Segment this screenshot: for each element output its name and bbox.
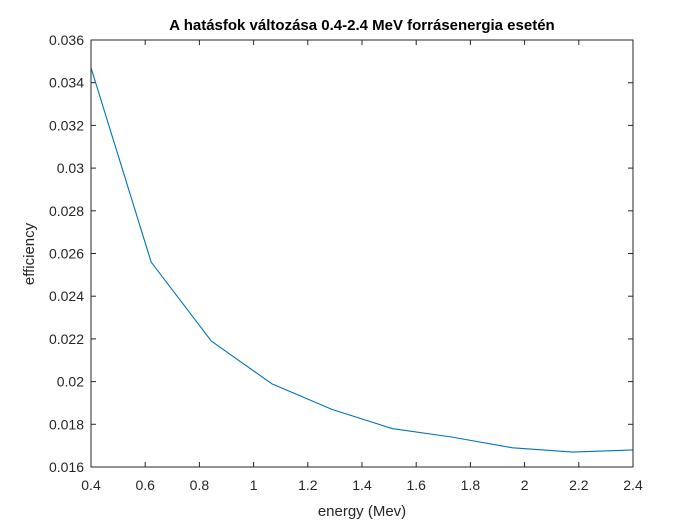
x-tick-label: 0.8 xyxy=(190,477,210,493)
y-tick-label: 0.028 xyxy=(49,203,84,219)
y-tick-labels: 0.016 0.018 0.02 0.022 0.024 0.026 0.028 0.03 0.… xyxy=(49,32,84,475)
y-tick-label: 0.024 xyxy=(49,288,84,304)
y-tick-label: 0.03 xyxy=(57,160,84,176)
x-tick-labels: 0.4 0.6 0.8 1 1.2 1.4 1.6 1.8 2 2.2 2.4 xyxy=(81,477,643,493)
x-tick-label: 0.6 xyxy=(135,477,155,493)
x-tick-label: 1.8 xyxy=(461,477,481,493)
x-tick-label: 1 xyxy=(250,477,258,493)
plot-area xyxy=(91,40,633,467)
y-tick-label: 0.032 xyxy=(49,117,84,133)
y-tick-label: 0.016 xyxy=(49,459,84,475)
series-layer xyxy=(90,67,634,453)
x-tick-label: 2 xyxy=(521,477,529,493)
y-axis-label: efficiency xyxy=(21,222,38,285)
y-tick-label: 0.02 xyxy=(57,374,84,390)
x-axis-label: energy (Mev) xyxy=(318,503,406,520)
series-line xyxy=(90,67,634,453)
x-tick-label: 1.2 xyxy=(298,477,318,493)
x-tick-label: 2.2 xyxy=(569,477,589,493)
y-tick-label: 0.018 xyxy=(49,416,84,432)
chart-title: A hatásfok változása 0.4-2.4 MeV forráse… xyxy=(169,17,554,34)
y-tick-label: 0.036 xyxy=(49,32,84,48)
y-tick-label: 0.026 xyxy=(49,246,84,262)
x-tick-label: 1.4 xyxy=(352,477,372,493)
plot-frame xyxy=(90,39,634,468)
y-tick-label: 0.022 xyxy=(49,331,84,347)
y-tick-label: 0.034 xyxy=(49,75,84,91)
x-tick-label: 1.6 xyxy=(406,477,426,493)
x-tick-label: 2.4 xyxy=(623,477,643,493)
x-tick-label: 0.4 xyxy=(81,477,101,493)
